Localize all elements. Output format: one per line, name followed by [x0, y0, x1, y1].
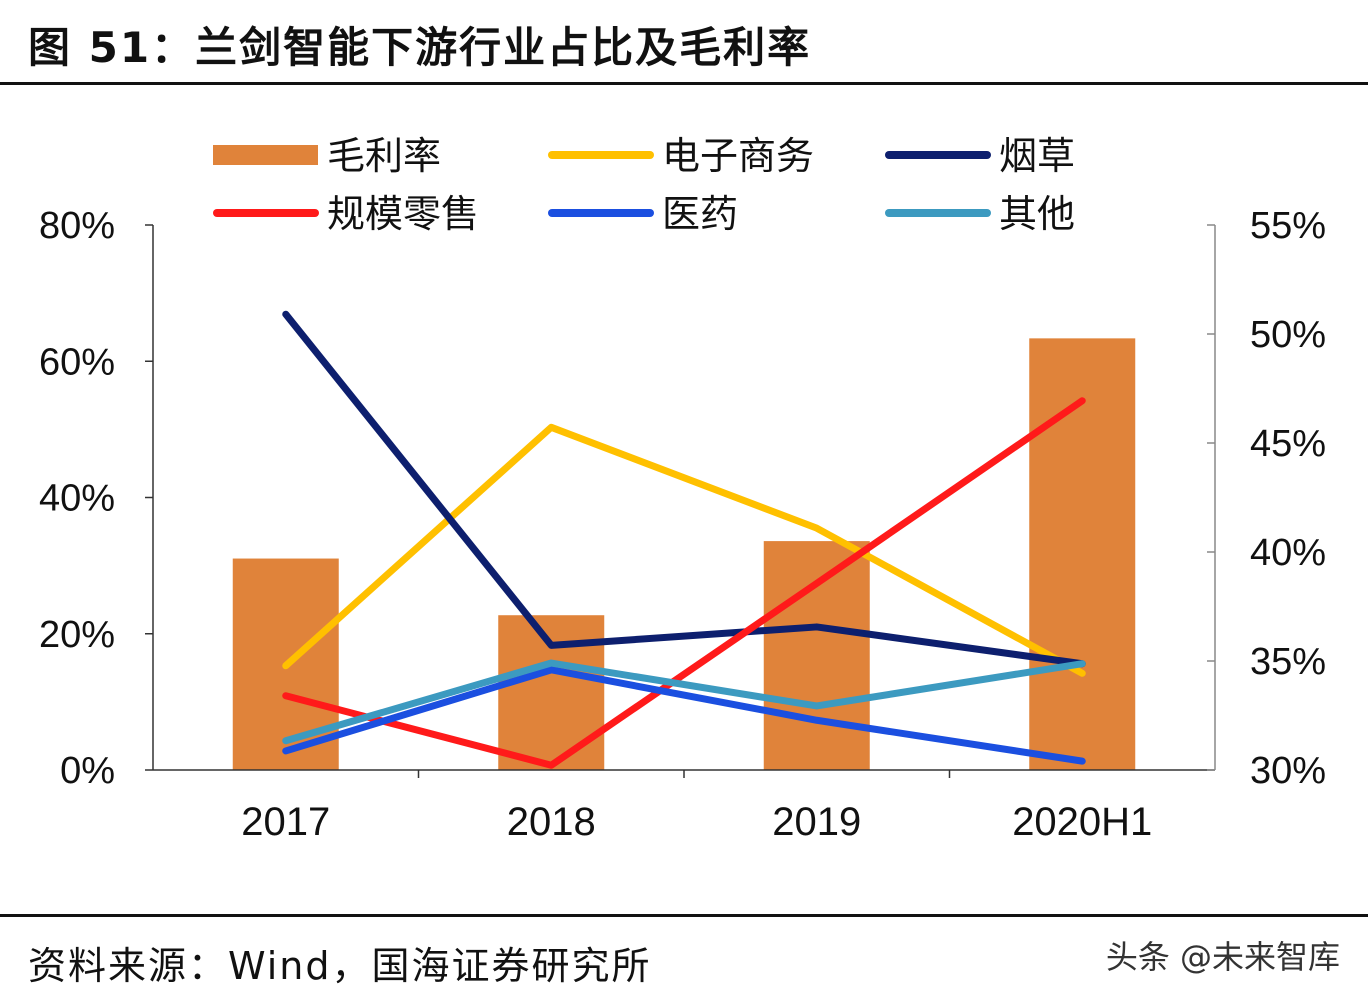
right-tick-label: 50%	[1250, 314, 1326, 356]
right-tick-label: 30%	[1250, 750, 1326, 792]
source-note: 资料来源：Wind，国海证券研究所	[28, 944, 652, 988]
top-rule	[0, 82, 1368, 85]
legend-label: 电子商务	[662, 136, 814, 178]
legend-label: 毛利率	[327, 136, 441, 178]
left-tick-label: 40%	[39, 478, 115, 520]
watermark: 头条 @未来智库	[1105, 938, 1340, 976]
line-其他	[282, 659, 1086, 745]
bar-2018	[498, 615, 605, 770]
x-tick-label: 2020H1	[1012, 800, 1152, 844]
line-电子商务	[282, 423, 1086, 677]
x-tick-label: 2018	[507, 800, 596, 844]
legend-label: 烟草	[999, 136, 1075, 178]
left-tick-label: 80%	[39, 205, 115, 247]
figure-title: 图 51：兰剑智能下游行业占比及毛利率	[28, 23, 812, 72]
line-规模零售	[282, 397, 1086, 769]
line-烟草	[282, 310, 1086, 668]
right-tick-label: 40%	[1250, 532, 1326, 574]
chart: 0% 20% 40% 60% 80% 30% 35% 40% 45% 50% 55% 2017 2018…	[39, 136, 1326, 844]
left-tick-label: 20%	[39, 614, 115, 656]
legend-label: 其他	[999, 194, 1075, 236]
legend-label: 医药	[662, 194, 738, 236]
x-tick-label: 2017	[241, 800, 330, 844]
right-tick-label: 45%	[1250, 423, 1326, 465]
bottom-rule	[0, 914, 1368, 917]
line-医药	[282, 666, 1086, 765]
left-tick-label: 60%	[39, 341, 115, 383]
x-tick-label: 2019	[772, 800, 861, 844]
left-tick-label: 0%	[60, 750, 115, 792]
bar-2019	[763, 541, 870, 770]
right-tick-label: 35%	[1250, 641, 1326, 683]
right-tick-label: 55%	[1250, 205, 1326, 247]
legend-swatch-毛利率	[213, 145, 318, 165]
legend-label: 规模零售	[327, 194, 479, 236]
bar-2020H1	[1029, 338, 1136, 770]
